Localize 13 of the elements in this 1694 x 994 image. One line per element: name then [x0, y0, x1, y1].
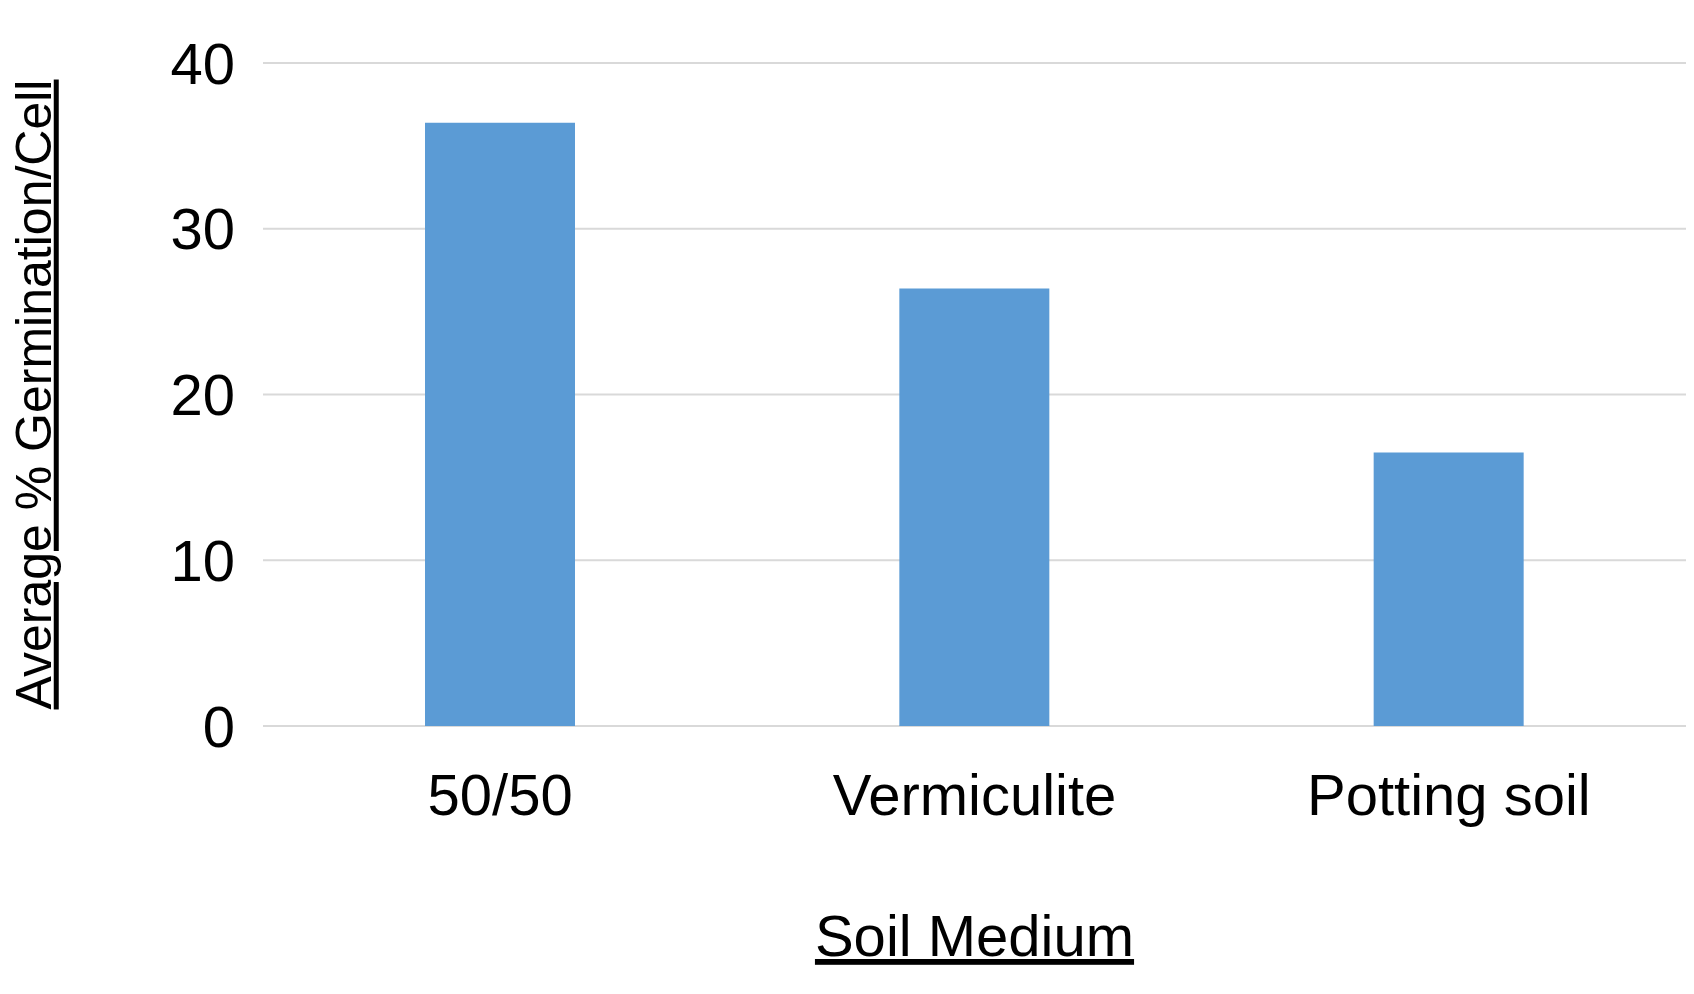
- y-tick-label: 30: [170, 196, 235, 262]
- y-tick-label: 0: [202, 693, 235, 759]
- bar: [899, 288, 1050, 726]
- x-tick-label: Vermiculite: [832, 762, 1117, 828]
- x-tick-label: 50/50: [427, 762, 573, 828]
- x-axis-title: Soil Medium: [814, 903, 1135, 968]
- y-tick-label: 20: [170, 362, 235, 428]
- y-tick-label: 40: [170, 30, 235, 96]
- y-tick-label: 10: [170, 527, 235, 593]
- x-tick-label: Potting soil: [1306, 762, 1591, 828]
- y-axis-title: Average % Germination/Cell: [5, 79, 62, 710]
- bar: [425, 122, 575, 726]
- bar: [1373, 452, 1524, 726]
